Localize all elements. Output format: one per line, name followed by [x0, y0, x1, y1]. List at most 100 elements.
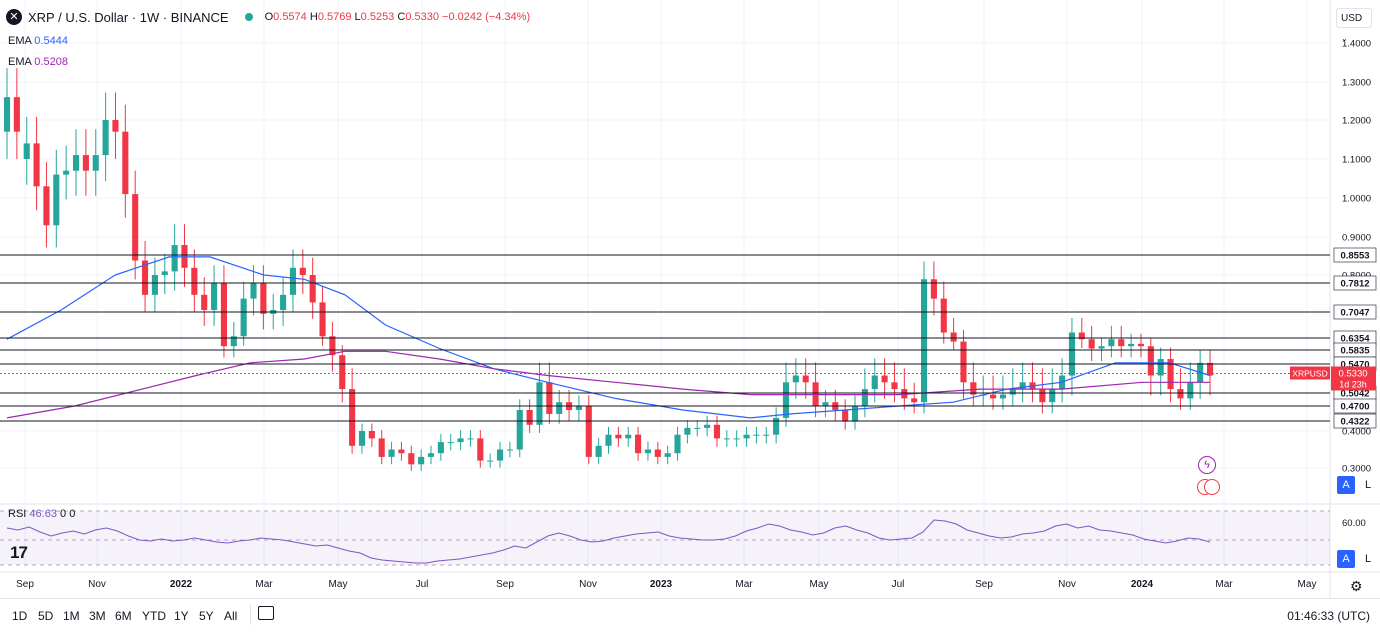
ema-fast-legend[interactable]: EMA 0.5444 [8, 35, 68, 47]
timeframe-ytd[interactable]: YTD [142, 609, 166, 623]
symbol-tag [1290, 366, 1330, 380]
timeframe-6m[interactable]: 6M [115, 609, 132, 623]
candle-up [63, 170, 70, 175]
bottom-toolbar: 1D 5D 1M 3M 6M YTD 1Y 5Y All 01:46:33 (U… [0, 598, 1380, 632]
x-tick-label: Sep [16, 579, 34, 590]
candle-down [398, 449, 405, 454]
candle-up [487, 460, 494, 462]
candle-up [694, 427, 701, 429]
log-scale-button[interactable]: L [1359, 476, 1377, 494]
candle-up [782, 382, 790, 418]
timeframe-1m[interactable]: 1M [63, 609, 80, 623]
price-level-tag [1333, 247, 1377, 263]
price-level-label: 0.7047 [1340, 308, 1369, 319]
auto-scale-button[interactable]: A [1337, 476, 1355, 494]
candle-down [990, 394, 997, 399]
candle-up [723, 438, 730, 440]
x-tick-label: Nov [1058, 579, 1076, 590]
candle-up [211, 283, 218, 310]
candle-down [378, 438, 385, 457]
candle-up [999, 394, 1006, 399]
candle-down [1177, 389, 1184, 399]
candle-up [240, 298, 247, 337]
current-price-label: 0.5330 [1338, 368, 1367, 379]
candle-down [1137, 343, 1145, 347]
timeframe-1d[interactable]: 1D [12, 609, 28, 623]
x-tick-label: 2023 [650, 579, 673, 590]
calendar-icon[interactable] [258, 606, 274, 620]
candle-up [457, 438, 464, 443]
candle-down [329, 336, 336, 356]
timeframe-5d[interactable]: 5D [38, 609, 54, 623]
x-tick-label: Nov [88, 579, 106, 590]
candle-up [743, 434, 750, 439]
candle-up [92, 155, 99, 171]
y-tick-label: 0.3000 [1342, 464, 1371, 475]
candle-down [615, 434, 622, 439]
rsi-legend[interactable]: RSI 46.63 0 0 [8, 508, 76, 520]
candle-up [427, 453, 435, 457]
y-tick-label: 1.0000 [1342, 194, 1371, 205]
candle-down [477, 438, 484, 461]
candle-down [585, 406, 592, 457]
price-level-label: 0.4700 [1340, 402, 1369, 413]
candle-up [280, 294, 287, 310]
rsi-line [6, 519, 1211, 564]
rsi-log-scale-button[interactable]: L [1359, 550, 1377, 568]
candle-down [82, 155, 89, 171]
currency-button[interactable]: USD ⌄ [1336, 8, 1372, 43]
candle-up [388, 449, 395, 457]
candle-down [299, 267, 306, 275]
symbol-header: ✕ XRP / U.S. Dollar · 1W · BINANCE O0.55… [6, 9, 530, 25]
candle-down [842, 409, 849, 422]
candle-up [674, 434, 681, 454]
candle-up [1187, 382, 1194, 399]
candle-up [151, 275, 158, 295]
price-level-label: 0.5835 [1340, 346, 1370, 357]
timeframe-3m[interactable]: 3M [89, 609, 106, 623]
settings-icon[interactable]: ⚙ [1350, 578, 1363, 594]
y-tick-label: 1.4000 [1342, 39, 1371, 50]
candle-up [496, 449, 504, 461]
candle-up [250, 283, 257, 299]
rsi-band [0, 511, 1330, 565]
candle-down [191, 267, 198, 295]
chart-canvas[interactable]: Sep Nov 2022 Mar May Jul Sep Nov 2023 Mar May Jul Se… [0, 0, 1380, 598]
candle-up [437, 442, 444, 454]
price-level-tag [1333, 413, 1377, 429]
candle-down [950, 332, 957, 342]
candle-up [171, 245, 178, 272]
candle-down [1118, 339, 1125, 347]
x-tick-label: Nov [579, 579, 597, 590]
candle-down [881, 375, 888, 383]
candle-up [851, 406, 859, 422]
candle-down [33, 143, 40, 187]
candle-down [319, 302, 326, 337]
tradingview-logo[interactable]: 17 [10, 543, 28, 562]
ohlc-values: O0.5574 H0.5769 L0.5253 C0.5330 −0.0242 … [264, 11, 531, 23]
candle-up [763, 434, 770, 436]
x-tick-label: Mar [255, 579, 273, 590]
candle-up [1128, 343, 1135, 347]
candle-up [230, 336, 237, 347]
event-flash-icon[interactable]: ϟ [1198, 456, 1216, 474]
rsi-tick-label: 60.00 [1342, 518, 1366, 529]
ema-slow-legend[interactable]: EMA 0.5208 [8, 56, 68, 68]
price-level-label: 0.5042 [1340, 389, 1369, 400]
rsi-auto-scale-button[interactable]: A [1337, 550, 1355, 568]
timeframe-all[interactable]: All [224, 609, 238, 623]
economic-events-icon[interactable] [1197, 479, 1221, 495]
utc-clock[interactable]: 01:46:33 (UTC) [1287, 609, 1370, 623]
candle-countdown-label: 1d 23h [1339, 379, 1367, 389]
xrp-logo-icon: ✕ [6, 9, 22, 25]
candle-up [53, 174, 60, 226]
symbol-title[interactable]: XRP / U.S. Dollar · 1W · BINANCE [28, 9, 229, 25]
x-tick-label: May [329, 579, 348, 590]
timeframe-5y[interactable]: 5Y [199, 609, 214, 623]
x-tick-label: Sep [975, 579, 993, 590]
x-tick-label: Sep [496, 579, 514, 590]
candle-down [339, 355, 346, 390]
timeframe-1y[interactable]: 1Y [174, 609, 189, 623]
candle-up [704, 424, 711, 428]
price-level-label: 0.8553 [1340, 251, 1369, 262]
